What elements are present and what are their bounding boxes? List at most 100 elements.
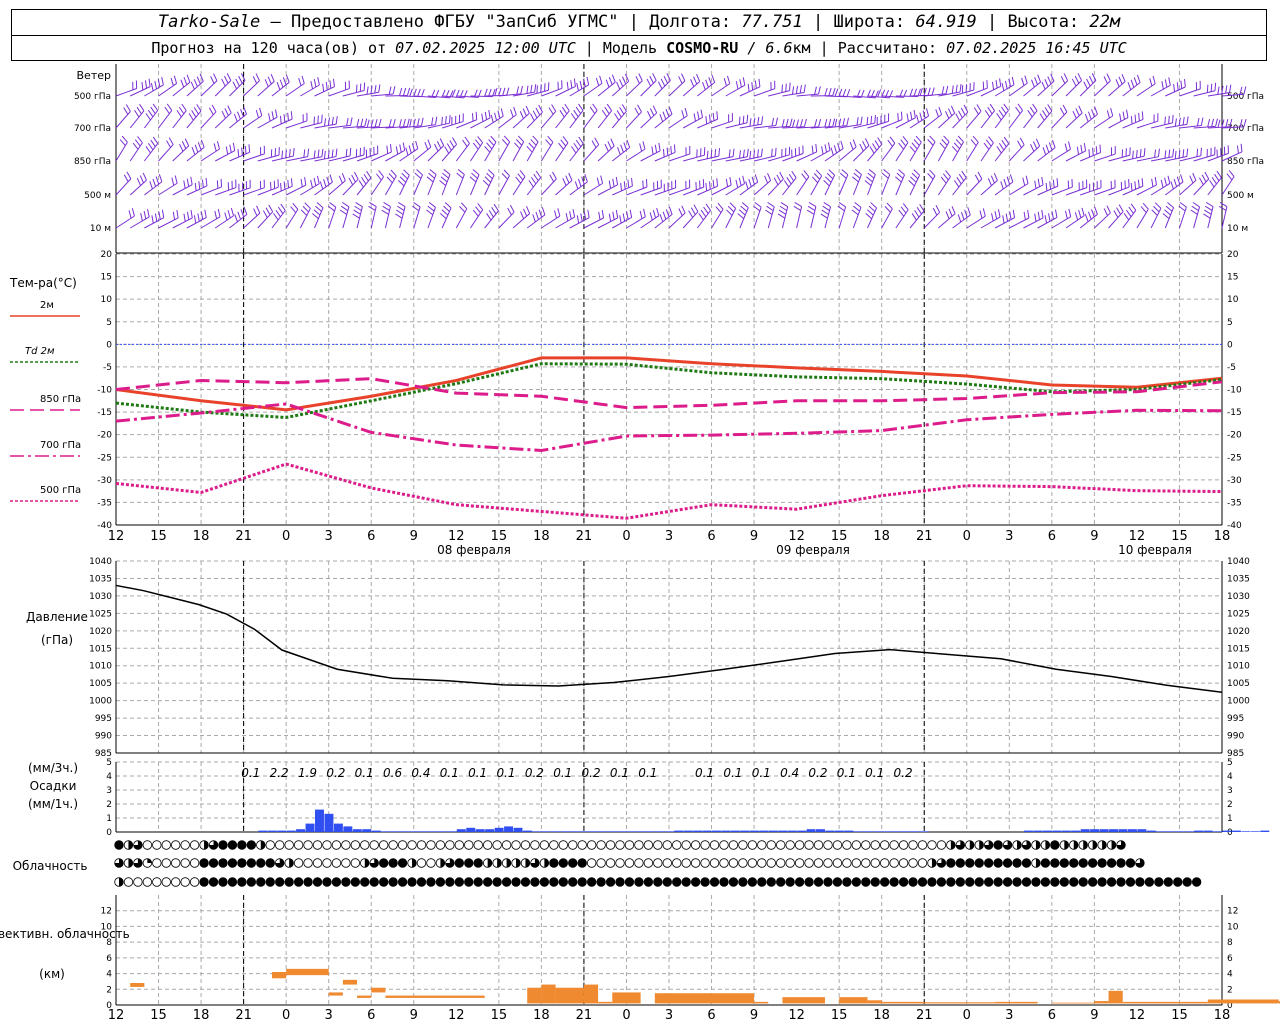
wind-barb-flag	[877, 89, 882, 98]
time-axis-label: 18	[193, 529, 210, 544]
wind-barb-flag	[191, 147, 196, 155]
wind-barb	[682, 73, 701, 97]
wind-barb-flag	[932, 207, 938, 216]
wind-barb-flag	[382, 205, 390, 211]
wind-barb-flag	[619, 215, 622, 224]
cloud-symbol	[180, 858, 190, 868]
wind-barb-flag	[910, 176, 917, 183]
wind-barb-flag	[1062, 104, 1068, 113]
precip-bar	[853, 831, 863, 832]
precip-3h-label: 0.1	[865, 766, 884, 780]
wind-barb-flag	[913, 88, 918, 97]
wind-barb-staff	[484, 141, 497, 162]
wind-barb	[937, 135, 950, 162]
calc-label: Рассчитано:	[837, 39, 938, 57]
wind-barb-flag	[147, 109, 154, 118]
time-axis-label: 15	[831, 529, 848, 544]
wind-barb-flag	[1215, 118, 1218, 127]
wind-barb	[597, 74, 616, 97]
time-axis-label-bottom: 12	[1129, 1008, 1146, 1023]
wind-barb	[144, 173, 163, 196]
wind-barb-flag	[172, 211, 176, 220]
cloud-circle	[1116, 858, 1126, 868]
cloud-symbol	[426, 858, 436, 868]
wind-barb	[271, 148, 295, 162]
wind-barb	[1164, 174, 1184, 196]
temp-title: Тем-ра(°С)	[9, 276, 77, 290]
temp-ytick-label-left: -25	[97, 453, 112, 463]
wind-barb-flag	[1009, 174, 1014, 183]
wind-barb-staff	[824, 148, 844, 162]
wind-barb	[200, 104, 217, 129]
wind-barb-flag	[1225, 119, 1229, 128]
conv-cloud-bar	[541, 984, 556, 1004]
wind-barb-flag	[838, 201, 846, 208]
precip-3h-label: 0.2	[525, 766, 544, 780]
wind-barb	[186, 139, 205, 162]
cloud-circle	[681, 877, 691, 887]
wind-barb-flag	[200, 139, 205, 148]
wind-barb	[711, 202, 724, 229]
wind-barb-flag	[477, 136, 483, 143]
wind-barb	[1179, 80, 1201, 97]
conv-cloud-bar	[271, 972, 287, 979]
wind-barb-flag	[765, 209, 773, 215]
cloud-circle	[1002, 877, 1013, 887]
wind-barb-flag	[753, 117, 756, 126]
cloud-symbol	[586, 840, 597, 850]
temp-series-line	[115, 362, 1223, 420]
precip-3h-label: 0.1	[496, 766, 515, 780]
temp-ytick-label-left: 10	[101, 295, 113, 305]
wind-barb	[793, 202, 803, 229]
wind-barb	[555, 103, 570, 129]
time-axis-label: 3	[325, 529, 333, 544]
wind-level-label-right: 700 гПа	[1227, 124, 1264, 134]
wind-barb-staff	[923, 114, 942, 129]
wind-barb	[1008, 137, 1025, 162]
wind-barb	[243, 145, 265, 162]
wind-barb-flag	[290, 111, 293, 120]
wind-barb-flag	[134, 110, 140, 118]
wind-barb	[966, 171, 983, 196]
cloud-symbol	[936, 840, 947, 850]
wind-barb-flag	[268, 113, 271, 122]
wind-barb-flag	[1091, 209, 1095, 217]
wind-barb-flag	[678, 76, 683, 84]
cloud-fill-sector	[1003, 840, 1012, 850]
wind-barb	[980, 136, 994, 162]
wind-barb-flag	[237, 211, 242, 220]
wind-barb-flag	[523, 208, 528, 217]
wind-barb-flag	[1091, 73, 1097, 81]
wind-barb-flag	[317, 115, 319, 124]
wind-barb-flag	[953, 142, 960, 150]
wind-barb-flag	[317, 149, 320, 158]
wind-barb-flag	[190, 209, 193, 219]
wind-barb	[413, 116, 438, 129]
wind-barb-flag	[1083, 81, 1088, 90]
cloud-circle	[955, 858, 966, 868]
wind-barb-flag	[503, 135, 511, 143]
wind-barb-flag	[126, 171, 132, 180]
wind-barb-flag	[374, 84, 377, 94]
wind-barb-flag	[728, 149, 731, 158]
wind-barb-staff	[328, 207, 337, 229]
wind-barb-flag	[1137, 179, 1140, 188]
wind-barb-flag	[121, 135, 128, 143]
cloud-symbol	[917, 858, 928, 868]
wind-barb-flag	[984, 110, 991, 118]
wind-barb-flag	[818, 86, 821, 95]
wind-barb-flag	[583, 78, 586, 87]
conv-cloud-bar	[612, 992, 641, 1004]
wind-barb-flag	[331, 116, 334, 125]
wind-barb-flag	[1174, 118, 1177, 127]
date-label: 10 февраля	[1118, 543, 1192, 557]
wind-barb-flag	[421, 88, 425, 97]
wind-barb-flag	[1110, 108, 1114, 117]
wind-barb-flag	[581, 176, 585, 185]
cloud-symbol	[936, 858, 947, 868]
wind-barb-flag	[853, 172, 861, 179]
wind-barb-flag	[1128, 206, 1134, 214]
wind-barb-flag	[1168, 77, 1171, 86]
precip-bar	[362, 829, 372, 832]
wind-barb-flag	[401, 172, 408, 180]
